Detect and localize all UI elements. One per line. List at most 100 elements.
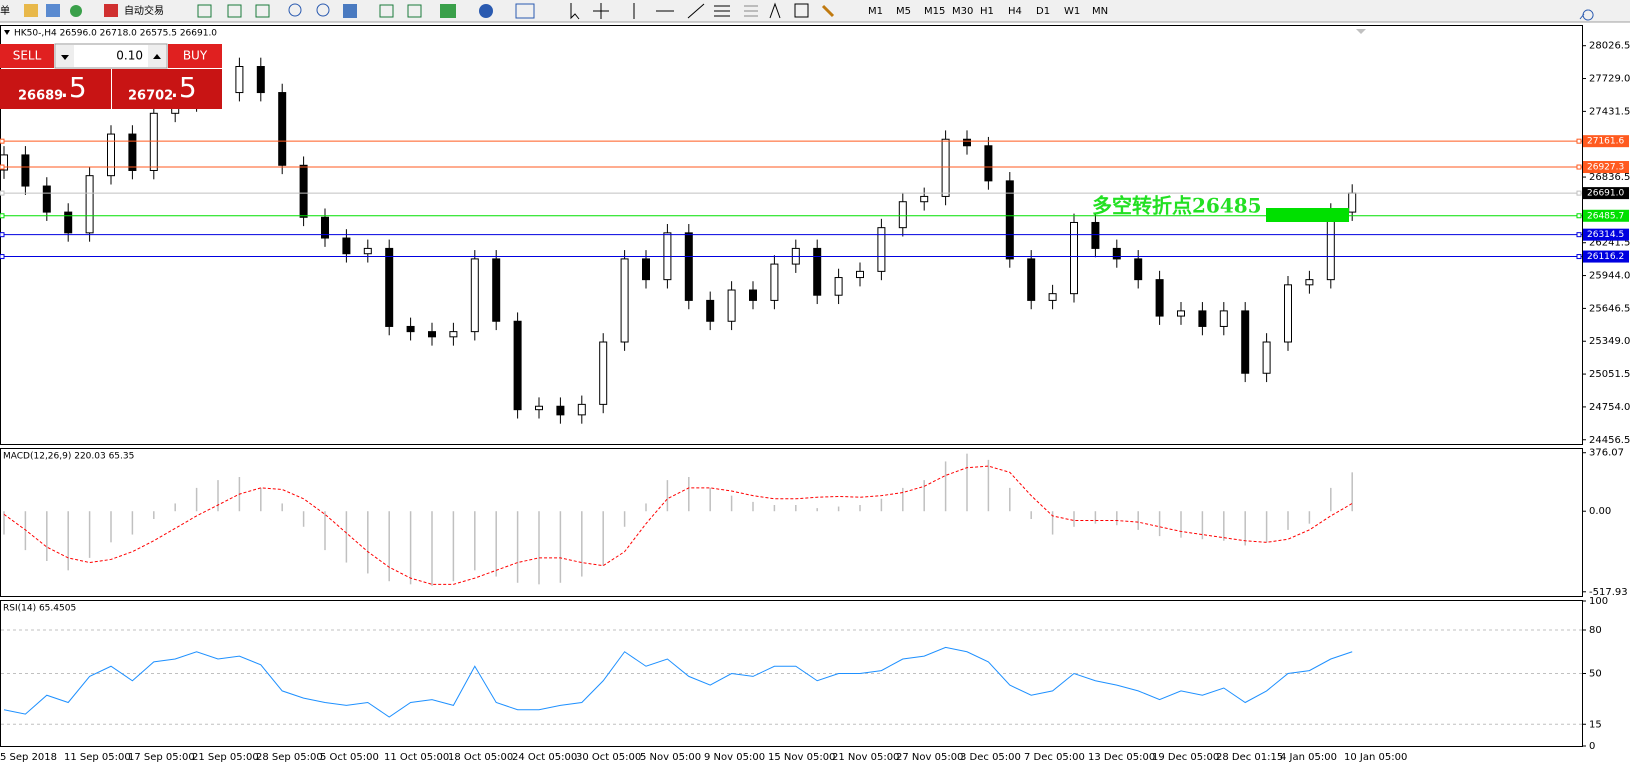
y-tick-label: 0.00 xyxy=(1589,506,1611,517)
y-tick-label: 26241.5 xyxy=(1589,238,1630,249)
timeframe-button[interactable]: M1 xyxy=(868,6,883,17)
icon[interactable] xyxy=(687,3,705,19)
level-label: 27161.6 xyxy=(1587,137,1624,147)
timeframe-button[interactable]: H4 xyxy=(1008,6,1022,17)
level-handle xyxy=(0,190,5,196)
y-tick-label: 25051.5 xyxy=(1589,369,1630,380)
ask-box[interactable] xyxy=(112,69,222,109)
icon[interactable] xyxy=(255,4,270,18)
bid-fraction: .5 xyxy=(60,71,87,104)
menu-fragment[interactable]: 单 xyxy=(0,5,10,17)
icon[interactable] xyxy=(407,4,422,18)
sell-button[interactable] xyxy=(0,44,54,68)
level-handle xyxy=(1576,254,1582,260)
buy-button[interactable] xyxy=(168,44,222,68)
level-handle xyxy=(0,232,5,238)
x-tick-label: 10 Jan 05:00 xyxy=(1344,752,1407,763)
icon[interactable] xyxy=(46,4,60,17)
y-tick-label: 15 xyxy=(1589,719,1602,730)
ask-price: 26702 xyxy=(128,89,173,104)
level-handle xyxy=(0,213,5,219)
plot-area: HK50-,H4 26596.0 26718.0 26575.5 26691.0… xyxy=(0,29,1630,763)
candle-body xyxy=(1305,279,1314,286)
y-tick-label: 80 xyxy=(1589,625,1602,636)
timeframe-button[interactable]: M30 xyxy=(952,6,973,17)
icon[interactable] xyxy=(70,5,82,17)
candle-body xyxy=(1326,211,1335,281)
level-label: 26927.3 xyxy=(1587,163,1624,173)
candle-body xyxy=(599,341,608,405)
trade-panel: SELL 0.10 BUY 26689 .5 26702 .5 xyxy=(0,43,222,109)
y-tick-label: 50 xyxy=(1589,669,1602,680)
icon[interactable] xyxy=(227,4,242,18)
timeframe-button[interactable]: D1 xyxy=(1036,6,1050,17)
panel-title: MACD(12,26,9) 220.03 65.35 xyxy=(3,452,134,462)
search-icon[interactable] xyxy=(1579,9,1594,21)
tool-icons xyxy=(197,2,1594,21)
rsi-line xyxy=(3,646,1353,718)
y-tick-label: 28026.5 xyxy=(1589,41,1630,52)
candle-body xyxy=(428,331,436,338)
candle-body xyxy=(299,164,308,218)
candle-body xyxy=(642,258,650,281)
candle-body xyxy=(470,258,479,333)
icon[interactable] xyxy=(479,4,493,18)
icon[interactable] xyxy=(714,5,730,17)
icon[interactable] xyxy=(593,3,609,19)
icon[interactable] xyxy=(288,3,302,17)
candle-body xyxy=(385,247,394,327)
macd-frame xyxy=(0,448,1583,597)
icon[interactable] xyxy=(24,4,38,17)
icon[interactable] xyxy=(379,4,394,18)
icon[interactable] xyxy=(744,5,758,17)
candle-body xyxy=(1091,221,1100,249)
x-tick-label: 15 Nov 05:00 xyxy=(768,752,835,763)
candle-body xyxy=(856,270,864,279)
candle-body xyxy=(85,175,94,234)
level-label-bg xyxy=(1583,228,1629,241)
panel-title: RSI(14) 65.4505 xyxy=(3,604,76,614)
timeframe-button[interactable]: M15 xyxy=(924,6,945,17)
icon[interactable] xyxy=(343,4,357,18)
x-tick-label: 30 Oct 05:00 xyxy=(576,752,641,763)
candle-body xyxy=(1348,192,1357,213)
icon[interactable] xyxy=(769,2,781,19)
candle-body xyxy=(1219,310,1228,327)
icon[interactable] xyxy=(104,4,118,17)
autotrade-button[interactable]: 自动交易 xyxy=(124,4,164,17)
x-tick-label: 21 Sep 05:00 xyxy=(192,752,259,763)
x-tick-label: 4 Jan 05:00 xyxy=(1280,752,1337,763)
candle-body xyxy=(813,247,822,296)
candle-body xyxy=(1027,258,1036,301)
candle-body xyxy=(535,405,543,411)
y-tick-label: 25349.0 xyxy=(1589,336,1630,347)
shift-marker xyxy=(1356,29,1366,34)
timeframe-button[interactable]: W1 xyxy=(1064,6,1080,17)
timeframe-button[interactable]: H1 xyxy=(980,6,994,17)
icon[interactable] xyxy=(440,4,456,18)
candle-body xyxy=(235,66,244,94)
candle-body xyxy=(984,145,993,182)
candle-body xyxy=(107,133,115,177)
icon[interactable] xyxy=(570,3,580,20)
candle-body xyxy=(1134,258,1143,281)
candle-body xyxy=(449,331,458,338)
icon[interactable] xyxy=(316,3,330,17)
level-handle xyxy=(1576,164,1582,170)
candle-body xyxy=(770,263,779,301)
level-handle xyxy=(0,164,5,170)
bid-box[interactable] xyxy=(0,69,111,109)
level-handle xyxy=(0,138,5,144)
timeframe-button[interactable]: MN xyxy=(1092,6,1108,17)
timeframe-button[interactable]: M5 xyxy=(896,6,911,17)
candle-body xyxy=(321,216,329,239)
x-tick-label: 11 Oct 05:00 xyxy=(384,752,449,763)
level-label-bg xyxy=(1583,187,1629,200)
candle-body xyxy=(898,201,907,229)
icon[interactable] xyxy=(515,3,535,19)
icon[interactable] xyxy=(821,4,835,18)
icon[interactable] xyxy=(794,3,809,18)
candle-body xyxy=(42,185,51,213)
icon[interactable] xyxy=(197,4,212,18)
y-tick-label: 100 xyxy=(1589,596,1608,607)
